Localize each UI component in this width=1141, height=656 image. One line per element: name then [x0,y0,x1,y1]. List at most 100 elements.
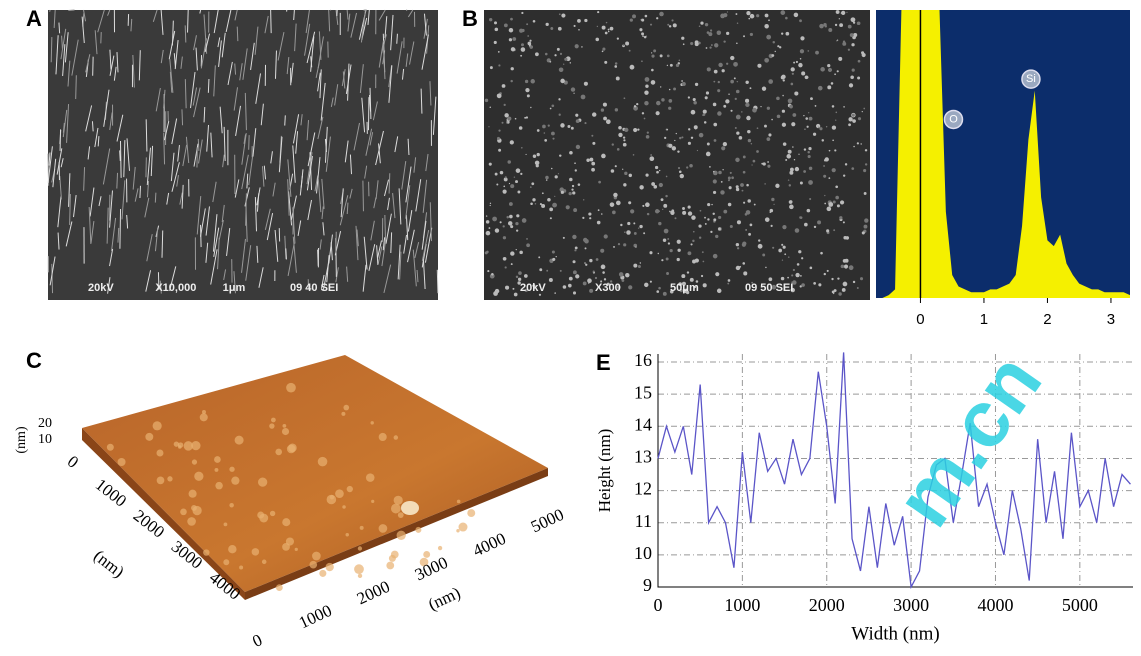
afm-grain [215,481,223,490]
fiber [390,232,393,254]
fiber [344,140,349,163]
particle [791,122,796,127]
particle [572,234,577,240]
particle [864,163,868,166]
fiber [388,65,393,103]
particle [542,124,546,129]
particle [789,204,794,210]
fiber [328,9,331,32]
fiber [383,264,392,294]
particle [529,39,532,42]
fiber [81,16,85,44]
fiber [130,18,133,32]
fiber [314,175,319,192]
particle [558,98,561,101]
fiber [432,96,437,135]
fiber [190,71,196,109]
particle [507,116,512,121]
fiber [387,197,390,211]
afm-grain [282,518,291,527]
particle [794,166,800,172]
particle [515,221,519,226]
fiber [412,249,417,287]
particle [848,83,854,88]
fiber [145,119,148,152]
particle [741,189,744,192]
fiber [116,114,124,142]
particle [562,236,565,239]
fiber [317,72,321,92]
particle [557,26,562,31]
particle [702,113,706,116]
y-tick-label: 0 [64,452,82,472]
panel-label: E [596,350,611,375]
particle [609,280,613,283]
particle [601,153,606,159]
particle [764,13,769,18]
particle [853,145,855,148]
fiber [66,104,70,143]
fiber [60,28,67,60]
fiber [163,89,166,109]
particle [851,167,855,170]
particle [698,224,702,228]
particle [663,228,669,234]
particle [787,98,793,104]
fiber [288,191,293,226]
particle [651,52,653,54]
afm-grain [145,432,154,441]
particle [494,172,498,176]
particle [597,10,600,14]
particle [587,278,592,284]
particle [730,55,735,61]
particle [768,79,774,84]
particle [614,165,617,168]
particle [826,206,832,212]
particle [693,285,697,289]
particle [809,266,813,270]
particle [790,287,795,293]
particle [575,274,580,279]
fiber [184,25,187,43]
particle [661,98,665,102]
particle [681,36,685,40]
particle [798,153,800,155]
particle [703,121,707,124]
fiber [109,55,115,76]
particle [740,183,744,187]
particle [573,24,576,28]
particle [591,134,594,137]
particle [823,174,827,178]
particle [669,63,673,67]
frame [657,354,1133,588]
fiber [346,9,349,20]
particle [547,197,551,202]
fiber [103,89,110,127]
particle [671,146,677,151]
fiber [210,132,213,158]
fiber [407,138,410,156]
particle [668,106,672,110]
particle [820,251,823,255]
particle [675,63,680,68]
particle [852,21,856,24]
particle [717,89,721,93]
fiber [287,242,295,277]
fiber [264,208,271,230]
particle [705,91,710,95]
particle [628,285,633,290]
particle [497,51,500,53]
particle [658,286,661,290]
fiber [123,140,126,178]
particle [690,136,694,140]
particle [686,271,690,274]
particle [502,189,507,194]
particle [569,62,572,64]
particle [661,259,664,262]
particle [857,117,862,121]
fiber [309,152,313,190]
fiber [274,229,279,262]
x-tick-label: 2000 [354,577,393,609]
particle [510,225,514,229]
particle [554,54,557,57]
